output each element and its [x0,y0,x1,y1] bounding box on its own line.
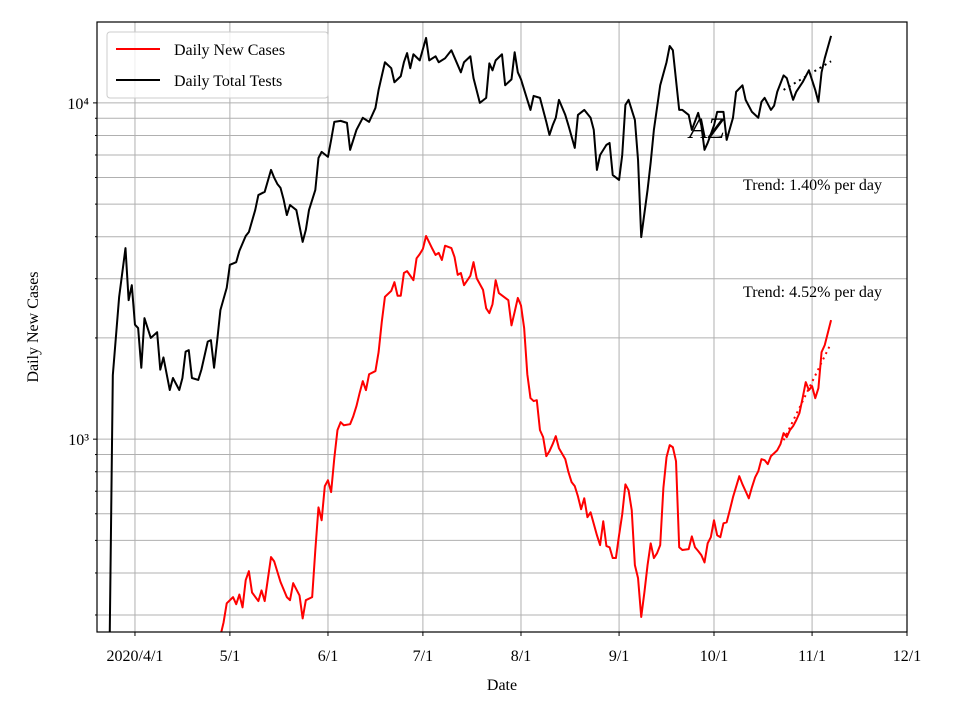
series-line [220,234,833,632]
x-tick-label: 11/1 [798,648,826,665]
x-tick-label: 8/1 [511,648,531,665]
ticks: 10³ 10⁴ 2020/4/1 5/1 6/1 7/1 8/1 9/1 10/1 11/1 12/… [67,96,921,665]
legend-label: Daily New Cases [174,42,285,59]
legend-box [106,31,329,99]
annotation: Trend: 4.52% per day [743,284,882,301]
y-tick-label: 10⁴ [67,96,89,113]
trend-line [782,342,832,441]
series-line [108,35,833,632]
x-tick-label: 10/1 [700,648,728,665]
annotation: Trend: 1.40% per day [743,177,882,194]
y-axis-label: Daily New Cases [25,271,42,382]
y-tick-label: 10³ [68,432,89,449]
x-tick-label: 2020/4/1 [107,648,164,665]
x-tick-label: 6/1 [318,648,338,665]
plot-lines [108,35,833,632]
x-tick-label: 5/1 [220,648,240,665]
legend-label: Daily Total Tests [174,73,282,90]
x-tick-label: 9/1 [609,648,629,665]
annotation: AZ [687,112,724,145]
legend: Daily New Cases Daily Total Tests [106,31,329,99]
plot-frame [96,21,908,633]
x-tick-label: 12/1 [893,648,921,665]
x-tick-label: 7/1 [413,648,433,665]
x-axis-label: Date [487,677,517,694]
